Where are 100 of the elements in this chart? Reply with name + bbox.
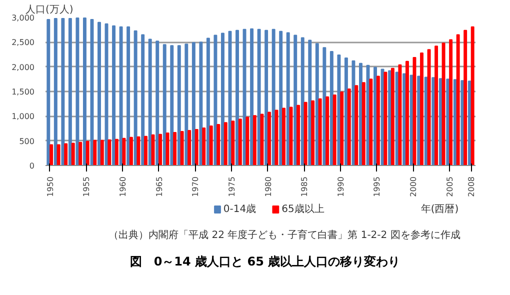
bar xyxy=(108,139,112,166)
bar xyxy=(390,68,394,166)
bar xyxy=(282,108,286,166)
bar xyxy=(369,78,373,166)
x-tick-label: 1950 xyxy=(46,176,55,197)
bar xyxy=(322,47,326,166)
bar xyxy=(188,130,192,166)
bar xyxy=(184,44,188,166)
y-axis-title: 人口(万人) xyxy=(26,4,74,16)
bar xyxy=(71,142,75,166)
bar xyxy=(93,140,97,166)
x-tick-label: 1975 xyxy=(227,176,236,197)
bar xyxy=(286,32,290,166)
bar xyxy=(274,110,278,166)
bar xyxy=(166,132,170,166)
bar xyxy=(420,52,424,166)
bar xyxy=(442,42,446,166)
bar xyxy=(206,38,210,166)
bar xyxy=(54,18,58,166)
bar xyxy=(470,26,474,166)
x-tick-label: 1995 xyxy=(372,176,382,197)
bar xyxy=(264,30,268,166)
bar xyxy=(114,138,118,166)
bar xyxy=(148,38,152,166)
y-tick-label: 1,000 xyxy=(12,112,35,122)
legend-label: 0-14歳 xyxy=(223,203,256,215)
legend-label: 65歳以上 xyxy=(282,203,324,215)
x-tick-label: 1980 xyxy=(264,176,273,197)
bar xyxy=(129,136,133,166)
bar xyxy=(337,54,341,166)
bar xyxy=(300,37,304,166)
bar xyxy=(202,128,206,166)
x-tick-label: 2005 xyxy=(445,176,454,197)
bar xyxy=(330,51,334,166)
bar xyxy=(242,28,246,166)
bar xyxy=(384,72,388,166)
bar xyxy=(46,18,50,166)
bar xyxy=(156,40,160,166)
bar xyxy=(216,124,220,166)
bar xyxy=(141,34,145,166)
bar xyxy=(340,91,344,166)
bar xyxy=(376,76,380,166)
bar xyxy=(180,130,184,166)
bar xyxy=(136,136,140,166)
bar xyxy=(231,120,235,166)
bar xyxy=(100,140,104,166)
x-tick-label: 2000 xyxy=(409,176,418,197)
bar xyxy=(122,138,126,166)
bar xyxy=(236,30,239,166)
bar xyxy=(352,60,356,166)
bar xyxy=(344,57,348,166)
y-tick-label: 2,000 xyxy=(12,62,35,72)
bar xyxy=(252,115,256,166)
bar xyxy=(315,43,319,166)
x-tick-label: 1970 xyxy=(191,176,200,197)
bar xyxy=(362,82,366,166)
bar xyxy=(192,42,196,166)
bar xyxy=(405,60,409,166)
bar xyxy=(434,46,438,166)
bar xyxy=(398,64,402,166)
bar xyxy=(250,28,254,166)
bar xyxy=(224,122,228,166)
bar xyxy=(177,45,181,166)
bar xyxy=(78,142,82,166)
bar xyxy=(50,144,54,166)
x-tick-label: 1955 xyxy=(82,176,92,197)
bar xyxy=(279,30,283,166)
bar xyxy=(173,132,177,166)
bar xyxy=(238,118,242,166)
bar xyxy=(464,30,468,166)
bar xyxy=(326,96,330,166)
x-tick-label: 1990 xyxy=(336,176,346,197)
x-tick-label: 1985 xyxy=(300,176,310,197)
bar xyxy=(311,100,315,166)
bar xyxy=(214,34,218,166)
bar xyxy=(354,85,358,166)
bar xyxy=(134,30,138,166)
bar xyxy=(308,40,312,166)
bar xyxy=(296,104,300,166)
bar xyxy=(56,144,60,166)
bar xyxy=(194,128,198,166)
bar xyxy=(76,18,80,166)
bar xyxy=(347,88,351,166)
bar xyxy=(119,26,123,166)
y-tick-label: 2,500 xyxy=(12,38,35,48)
bar xyxy=(220,32,224,166)
bar xyxy=(158,134,162,166)
bar xyxy=(260,114,264,166)
y-tick-label: 500 xyxy=(19,136,35,146)
x-tick-label: 2008 xyxy=(467,176,476,197)
bar xyxy=(68,18,72,166)
bar xyxy=(144,136,148,166)
bar xyxy=(126,26,130,166)
bar xyxy=(209,126,213,166)
bar xyxy=(61,18,65,166)
bar xyxy=(112,25,116,166)
bar xyxy=(257,28,261,166)
bar xyxy=(304,102,308,166)
y-tick-label: 3,000 xyxy=(12,14,35,22)
bar xyxy=(294,34,298,166)
